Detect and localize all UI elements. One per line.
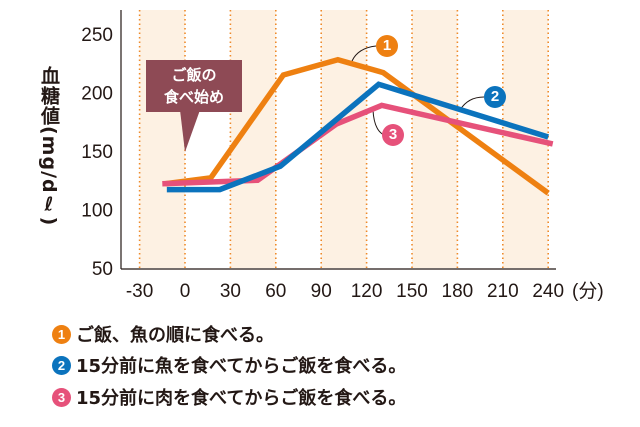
legend-item-2: 2 15分前に魚を食べてからご飯を食べる。 xyxy=(52,352,406,378)
series-3-label: 3 xyxy=(382,124,404,146)
legend-marker-2: 2 xyxy=(52,355,71,375)
x-tick-label: 30 xyxy=(220,281,241,302)
legend-item-1: 1 ご飯、魚の順に食べる。 xyxy=(52,321,274,347)
y-tick-label: 50 xyxy=(92,259,113,280)
x-tick-label: -30 xyxy=(126,281,153,302)
x-tick-label: 240 xyxy=(532,281,564,302)
legend-text-2: 15分前に魚を食べてからご飯を食べる。 xyxy=(76,356,407,377)
shaded-band xyxy=(412,10,458,268)
callout-pointer xyxy=(180,110,200,152)
x-unit-label: (分) xyxy=(572,280,604,302)
leader-line-1 xyxy=(351,45,377,62)
x-tick-label: 150 xyxy=(396,281,428,302)
x-tick-label: 0 xyxy=(180,281,191,302)
legend-marker-3: 3 xyxy=(52,387,71,407)
shaded-band xyxy=(139,10,185,268)
y-tick-label: 250 xyxy=(81,25,113,46)
legend-item-3: 3 15分前に肉を食べてからご飯を食べる。 xyxy=(52,384,406,410)
series-line-2 xyxy=(166,81,550,193)
series-2-label: 2 xyxy=(484,86,506,108)
y-tick-label: 100 xyxy=(81,201,113,222)
series-line-3 xyxy=(162,102,554,187)
y-tick-label: 200 xyxy=(81,84,113,105)
x-tick-label: 180 xyxy=(442,281,474,302)
x-tick-label: 60 xyxy=(265,281,286,302)
x-tick-label: 210 xyxy=(487,281,519,302)
legend-text-1: ご飯、魚の順に食べる。 xyxy=(76,325,274,346)
series-1-label: 1 xyxy=(376,35,398,57)
meal-start-callout: ご飯の 食べ始め xyxy=(146,60,242,112)
callout-line2: 食べ始め xyxy=(163,88,224,106)
y-axis-label: 血糖値(mg/dℓ) xyxy=(38,66,60,227)
legend-marker-1: 1 xyxy=(52,324,71,344)
legend-text-3: 15分前に肉を食べてからご飯を食べる。 xyxy=(76,388,407,409)
callout-line1: ご飯の xyxy=(171,66,217,84)
x-tick-label: 120 xyxy=(351,281,383,302)
shaded-band xyxy=(321,10,367,268)
x-tick-label: 90 xyxy=(311,281,332,302)
y-tick-label: 150 xyxy=(81,142,113,163)
